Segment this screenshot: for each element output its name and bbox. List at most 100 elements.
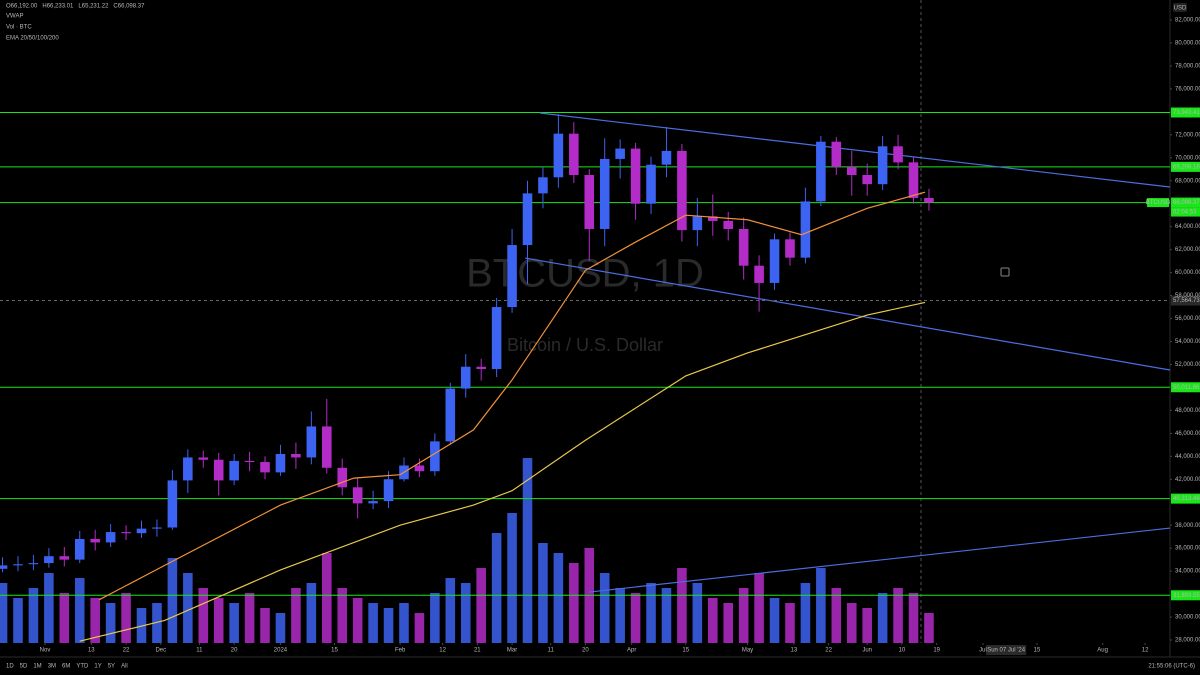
candle-body [59, 556, 70, 560]
volume-bar [213, 598, 224, 643]
volume-bar [430, 593, 440, 643]
interval-button[interactable]: 5D [20, 664, 28, 670]
x-tick-label: May [742, 648, 753, 654]
level-label-box [1171, 161, 1200, 172]
candle-body [337, 467, 348, 488]
indicator[interactable]: Vol · BTC [6, 25, 32, 31]
candle-body [13, 564, 23, 566]
volume-bar [785, 603, 795, 643]
volume-bar [800, 583, 811, 643]
currency-box[interactable] [1173, 3, 1187, 12]
y-tick-label: 34,000.00 [1175, 569, 1200, 575]
interval-button[interactable]: 3M [48, 664, 56, 670]
x-tick-label: 21 [474, 648, 481, 654]
candle-body [507, 245, 517, 308]
volume-bar [507, 513, 517, 643]
interval-button[interactable]: All [121, 664, 128, 670]
candle-body [306, 426, 317, 458]
candle-body [430, 441, 440, 472]
x-tick-label: 20 [582, 648, 589, 654]
interval-button[interactable]: 6M [62, 664, 70, 670]
candle-body [152, 527, 162, 529]
x-tick-label: 11 [196, 648, 203, 654]
candle-body [924, 197, 934, 203]
add-button[interactable] [1000, 267, 1010, 277]
candle-body [522, 193, 533, 246]
interval-button[interactable]: 5Y [108, 664, 115, 670]
volume-bar [661, 588, 672, 643]
volume-bar [692, 583, 703, 643]
candle-body [28, 563, 39, 565]
x-tick-label: 22 [825, 648, 832, 654]
volume-bar [893, 588, 903, 643]
volume-bar [831, 588, 842, 643]
currency[interactable]: USD [1174, 6, 1187, 12]
crosshair-price: 57,564.73 [1173, 298, 1200, 304]
candle-body [198, 457, 209, 460]
candle-body [183, 457, 193, 481]
volume-bar [337, 588, 348, 643]
x-tick-label: 11 [548, 648, 555, 654]
y-tick-label: 70,000.00 [1175, 155, 1200, 161]
candle-body [893, 146, 903, 163]
interval-button[interactable]: YTD [76, 664, 89, 670]
volume-bar [90, 598, 100, 643]
indicator[interactable]: VWAP [6, 14, 23, 20]
volume-bar [291, 588, 301, 643]
volume-bar [846, 603, 857, 643]
volume-bar [738, 588, 749, 643]
candle-body [229, 460, 239, 481]
candle-body [414, 465, 425, 472]
candle-body [460, 366, 471, 389]
volume-bar [754, 573, 764, 643]
volume-bar [569, 563, 579, 643]
candle-body [692, 216, 703, 231]
candle-body [491, 307, 502, 370]
candle-body [677, 150, 687, 231]
x-tick-label: Apr [627, 648, 636, 654]
x-tick-label: Feb [395, 648, 406, 654]
volume-bar [121, 593, 131, 643]
volume-bar [321, 553, 332, 643]
candle-body [661, 150, 672, 165]
candle-body [0, 565, 8, 569]
volume-bar [646, 583, 656, 643]
y-tick-label: 54,000.00 [1175, 339, 1200, 345]
level-label-box [1171, 107, 1200, 118]
x-tick-label: 22 [123, 648, 130, 654]
y-tick-label: 52,000.00 [1175, 362, 1200, 368]
volume-bar [522, 458, 533, 643]
x-tick-label: 15 [331, 648, 338, 654]
volume-bar [352, 598, 363, 643]
candle-body [352, 487, 363, 504]
y-tick-label: 48,000.00 [1175, 408, 1200, 414]
candle-body [877, 146, 888, 185]
candle-body [167, 480, 178, 528]
candle-body [584, 175, 595, 229]
volume-bar [599, 573, 610, 643]
candle-body [291, 454, 301, 458]
interval-button[interactable]: 1Y [94, 664, 101, 670]
volume-bar [445, 578, 456, 643]
x-tick-label: 12 [1142, 648, 1149, 654]
level-label: 73,943.41 [1173, 110, 1200, 116]
y-tick-label: 76,000.00 [1175, 86, 1200, 92]
description-watermark: Bitcoin / U.S. Dollar [507, 335, 663, 355]
ema-line [79, 301, 926, 642]
y-tick-label: 58,000.00 [1175, 293, 1200, 299]
level-label-box [1171, 590, 1200, 601]
interval-button[interactable]: 1M [33, 664, 41, 670]
level-label-box [1171, 197, 1200, 208]
price-tag-box [1147, 198, 1169, 208]
x-tick-label: Dec [155, 648, 166, 654]
candle-body [723, 220, 734, 229]
level-label: 31,893.55 [1173, 593, 1200, 599]
candle-body [275, 454, 286, 473]
interval-button[interactable]: 1D [6, 664, 14, 670]
y-tick-label: 68,000.00 [1175, 178, 1200, 184]
candle-body [383, 479, 394, 502]
indicator[interactable]: EMA 20/50/100/200 [6, 36, 59, 42]
clock: 21:55:06 (UTC-6) [1148, 664, 1195, 670]
volume-bar [769, 598, 780, 643]
x-tick-label: Jul [979, 648, 987, 654]
